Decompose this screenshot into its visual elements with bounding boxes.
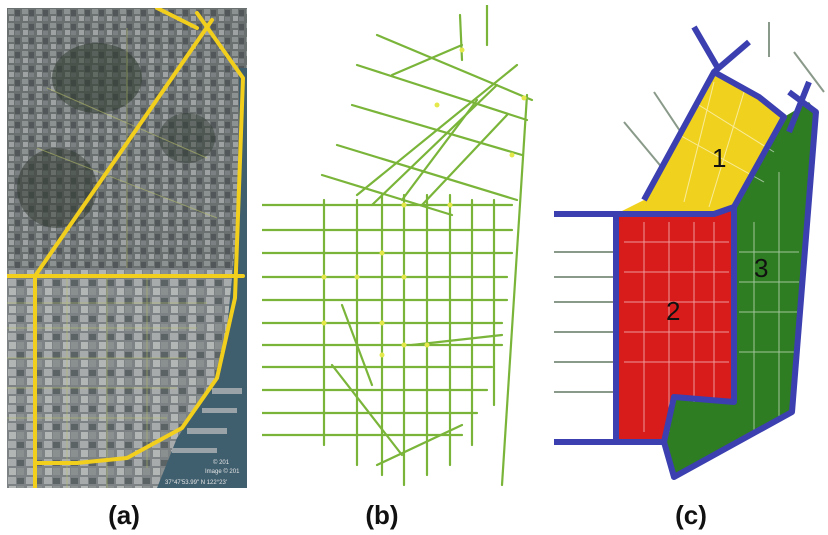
map-copyright-line-2: Image © 201 xyxy=(205,468,240,475)
satellite-map: © 201 Image © 201 37°47'53.99" N 122°23' xyxy=(7,8,247,488)
caption-b: (b) xyxy=(365,500,399,530)
region-2 xyxy=(616,207,734,442)
map-copyright-line-1: © 201 xyxy=(213,459,230,466)
road-network-graph xyxy=(260,3,534,487)
region-3 xyxy=(664,102,816,477)
partitioned-regions-panel: 1 2 3 xyxy=(554,22,828,492)
region-1-label: 1 xyxy=(712,143,726,173)
region-partition-map: 1 2 3 xyxy=(554,22,825,480)
satellite-map-panel: © 201 Image © 201 37°47'53.99" N 122°23' xyxy=(7,8,247,488)
caption-c: (c) xyxy=(675,500,707,530)
region-2-label: 2 xyxy=(666,296,680,326)
region-3-label: 3 xyxy=(754,253,768,283)
map-coordinates: 37°47'53.99" N 122°23' xyxy=(165,480,227,486)
caption-a: (a) xyxy=(108,500,140,530)
road-network-panel xyxy=(260,3,536,492)
